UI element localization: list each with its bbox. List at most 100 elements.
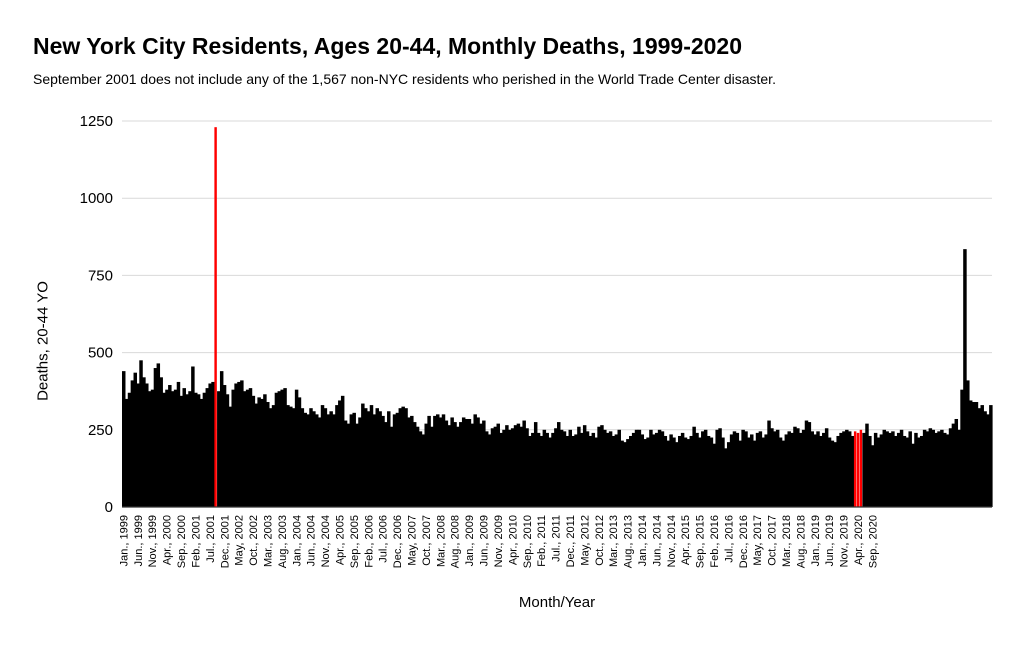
y-tick-label: 750 [88, 267, 113, 284]
bar [525, 428, 529, 507]
bar [582, 425, 587, 507]
bar [338, 400, 342, 507]
bar [591, 432, 596, 507]
bar [631, 432, 636, 507]
bar-series [122, 127, 993, 508]
y-tick-label: 0 [105, 499, 113, 516]
bar [629, 435, 633, 507]
bar [490, 428, 495, 507]
bar [646, 437, 650, 507]
bar [260, 398, 264, 507]
bar [798, 432, 803, 507]
bar [277, 391, 282, 507]
bar [165, 389, 169, 507]
bar [461, 417, 466, 507]
bar [418, 431, 423, 507]
x-tick-label: Apr., 2010 [507, 515, 519, 565]
bar [438, 417, 443, 507]
bar [412, 422, 417, 507]
bar [761, 437, 766, 507]
bar [289, 406, 293, 507]
bar [430, 426, 434, 507]
x-tick-label: Jan., 2019 [810, 515, 822, 566]
bar [703, 429, 708, 507]
bar [441, 414, 446, 507]
bar [476, 417, 480, 507]
bar [245, 389, 250, 507]
bar [908, 431, 912, 507]
bar [922, 429, 927, 507]
bar [320, 405, 325, 507]
bar [536, 432, 541, 507]
bar [675, 442, 679, 507]
bar [170, 391, 175, 507]
x-tick-label: Jan., 2004 [291, 515, 303, 566]
bar [934, 432, 938, 507]
x-tick-label: Apr., 2005 [335, 515, 347, 565]
bar [182, 388, 186, 507]
bar [680, 432, 685, 507]
bar [266, 402, 270, 507]
bar [677, 435, 682, 507]
bar [329, 411, 333, 507]
bar [571, 435, 575, 507]
x-tick-label: Aug., 2003 [277, 515, 289, 568]
bar [816, 431, 820, 507]
bar [845, 429, 849, 507]
bar [643, 439, 647, 507]
chart-title: New York City Residents, Ages 20-44, Mon… [33, 33, 743, 59]
bar [954, 418, 959, 507]
bar [712, 443, 717, 507]
x-tick-label: May, 2007 [407, 515, 419, 566]
bar [911, 443, 915, 507]
bar [340, 395, 345, 507]
bar [879, 434, 884, 507]
bar [459, 422, 463, 507]
bar [614, 434, 619, 507]
x-tick-label: May, 2017 [752, 515, 764, 566]
bar [349, 414, 354, 507]
bar [464, 418, 469, 507]
bar [447, 425, 452, 507]
bar [738, 440, 742, 507]
x-tick-label: Feb., 2001 [190, 515, 202, 568]
bar [784, 434, 789, 507]
bar [533, 422, 538, 507]
bar [389, 426, 394, 507]
bar [649, 429, 653, 507]
bar [885, 431, 889, 507]
bar [660, 431, 665, 507]
bar [173, 389, 178, 507]
bar [363, 408, 368, 507]
bar [548, 437, 552, 507]
x-tick-label: Feb., 2011 [536, 515, 548, 567]
bar [634, 429, 639, 507]
bar [150, 389, 155, 507]
bar [398, 408, 403, 507]
bar [240, 380, 244, 507]
x-tick-label: Oct., 2002 [248, 515, 260, 566]
bar [410, 415, 414, 507]
bar [833, 442, 838, 507]
bar [257, 397, 261, 507]
bar [706, 435, 711, 507]
bar [577, 426, 581, 507]
bar [142, 377, 146, 507]
bar [847, 431, 852, 507]
bar [522, 420, 526, 507]
bar-highlight [853, 431, 857, 507]
bar [228, 406, 233, 507]
bar [415, 426, 420, 507]
x-tick-label: May, 2002 [234, 515, 246, 566]
bar [744, 431, 748, 507]
x-tick-label: Dec., 2001 [219, 515, 231, 568]
bar [770, 428, 774, 507]
bar [433, 415, 437, 507]
bar [194, 392, 198, 507]
bar [824, 428, 829, 507]
bar [822, 432, 826, 507]
x-tick-label: Oct., 2012 [594, 515, 606, 566]
bar [306, 414, 310, 507]
bar [672, 437, 676, 507]
x-tick-label: Mar., 2003 [262, 515, 274, 567]
